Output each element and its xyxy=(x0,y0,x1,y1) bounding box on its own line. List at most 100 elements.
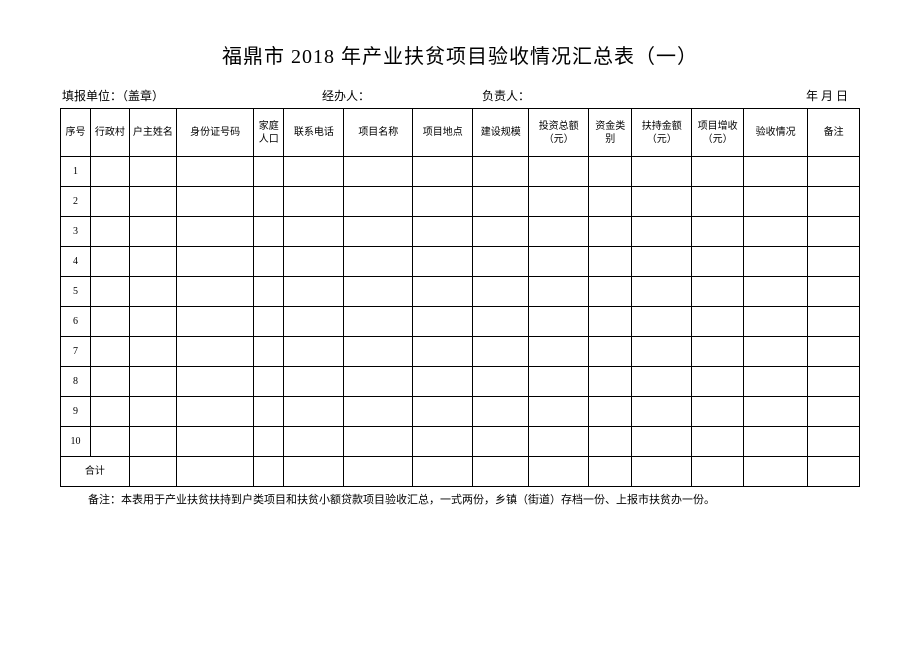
cell xyxy=(129,187,176,217)
cell xyxy=(344,457,413,487)
cell xyxy=(632,457,692,487)
cell-seq: 5 xyxy=(61,277,91,307)
table-row: 7 xyxy=(61,337,860,367)
col-project-name: 项目名称 xyxy=(344,109,413,157)
cell xyxy=(284,307,344,337)
cell xyxy=(473,157,529,187)
cell xyxy=(473,367,529,397)
cell xyxy=(176,247,253,277)
cell xyxy=(284,427,344,457)
cell xyxy=(413,157,473,187)
cell xyxy=(91,157,130,187)
cell-seq: 2 xyxy=(61,187,91,217)
summary-table: 序号 行政村 户主姓名 身份证号码 家庭人口 联系电话 项目名称 项目地点 建设… xyxy=(60,108,860,487)
cell xyxy=(91,217,130,247)
cell xyxy=(589,247,632,277)
meta-unit: 填报单位：（盖章） xyxy=(62,87,262,104)
cell xyxy=(632,367,692,397)
cell xyxy=(254,187,284,217)
cell xyxy=(413,397,473,427)
table-row: 4 xyxy=(61,247,860,277)
cell xyxy=(808,367,860,397)
cell xyxy=(529,187,589,217)
cell xyxy=(344,247,413,277)
cell xyxy=(808,397,860,427)
cell xyxy=(632,397,692,427)
cell xyxy=(254,307,284,337)
cell xyxy=(632,217,692,247)
cell xyxy=(808,217,860,247)
cell xyxy=(632,277,692,307)
cell xyxy=(692,157,744,187)
cell xyxy=(413,217,473,247)
table-row: 1 xyxy=(61,157,860,187)
cell xyxy=(254,427,284,457)
cell xyxy=(91,277,130,307)
cell xyxy=(91,247,130,277)
cell xyxy=(413,427,473,457)
cell xyxy=(692,457,744,487)
cell xyxy=(743,367,807,397)
cell xyxy=(176,187,253,217)
cell xyxy=(589,307,632,337)
cell xyxy=(529,217,589,247)
cell xyxy=(589,457,632,487)
col-project-income: 项目增收（元） xyxy=(692,109,744,157)
cell xyxy=(743,307,807,337)
cell xyxy=(254,277,284,307)
table-row: 9 xyxy=(61,397,860,427)
cell xyxy=(254,217,284,247)
cell xyxy=(176,457,253,487)
cell xyxy=(91,427,130,457)
cell xyxy=(589,277,632,307)
cell xyxy=(344,277,413,307)
cell xyxy=(129,337,176,367)
col-total-invest: 投资总额（元） xyxy=(529,109,589,157)
cell xyxy=(176,397,253,427)
cell xyxy=(808,427,860,457)
total-row: 合计 xyxy=(61,457,860,487)
meta-handler: 经办人： xyxy=(262,87,442,104)
cell xyxy=(176,367,253,397)
cell-seq: 1 xyxy=(61,157,91,187)
table-body: 1 2 3 4 5 6 7 8 xyxy=(61,157,860,487)
table-row: 6 xyxy=(61,307,860,337)
cell xyxy=(91,307,130,337)
cell xyxy=(743,247,807,277)
cell xyxy=(529,427,589,457)
cell xyxy=(743,217,807,247)
cell xyxy=(808,157,860,187)
cell xyxy=(91,367,130,397)
cell xyxy=(473,277,529,307)
cell xyxy=(413,337,473,367)
col-family-size: 家庭人口 xyxy=(254,109,284,157)
cell xyxy=(808,277,860,307)
cell xyxy=(413,367,473,397)
cell xyxy=(129,427,176,457)
cell xyxy=(284,337,344,367)
cell xyxy=(743,397,807,427)
table-row: 2 xyxy=(61,187,860,217)
cell xyxy=(413,307,473,337)
cell xyxy=(91,397,130,427)
cell xyxy=(473,187,529,217)
cell xyxy=(529,367,589,397)
cell xyxy=(632,187,692,217)
cell xyxy=(91,337,130,367)
cell xyxy=(589,367,632,397)
cell xyxy=(413,277,473,307)
cell xyxy=(743,457,807,487)
cell xyxy=(473,427,529,457)
col-project-location: 项目地点 xyxy=(413,109,473,157)
cell xyxy=(529,337,589,367)
cell xyxy=(589,337,632,367)
col-fund-type: 资金类别 xyxy=(589,109,632,157)
cell xyxy=(129,157,176,187)
cell xyxy=(176,427,253,457)
cell-seq: 7 xyxy=(61,337,91,367)
cell xyxy=(254,367,284,397)
cell xyxy=(254,457,284,487)
cell xyxy=(692,277,744,307)
meta-leader: 负责人： xyxy=(442,87,622,104)
cell xyxy=(413,457,473,487)
